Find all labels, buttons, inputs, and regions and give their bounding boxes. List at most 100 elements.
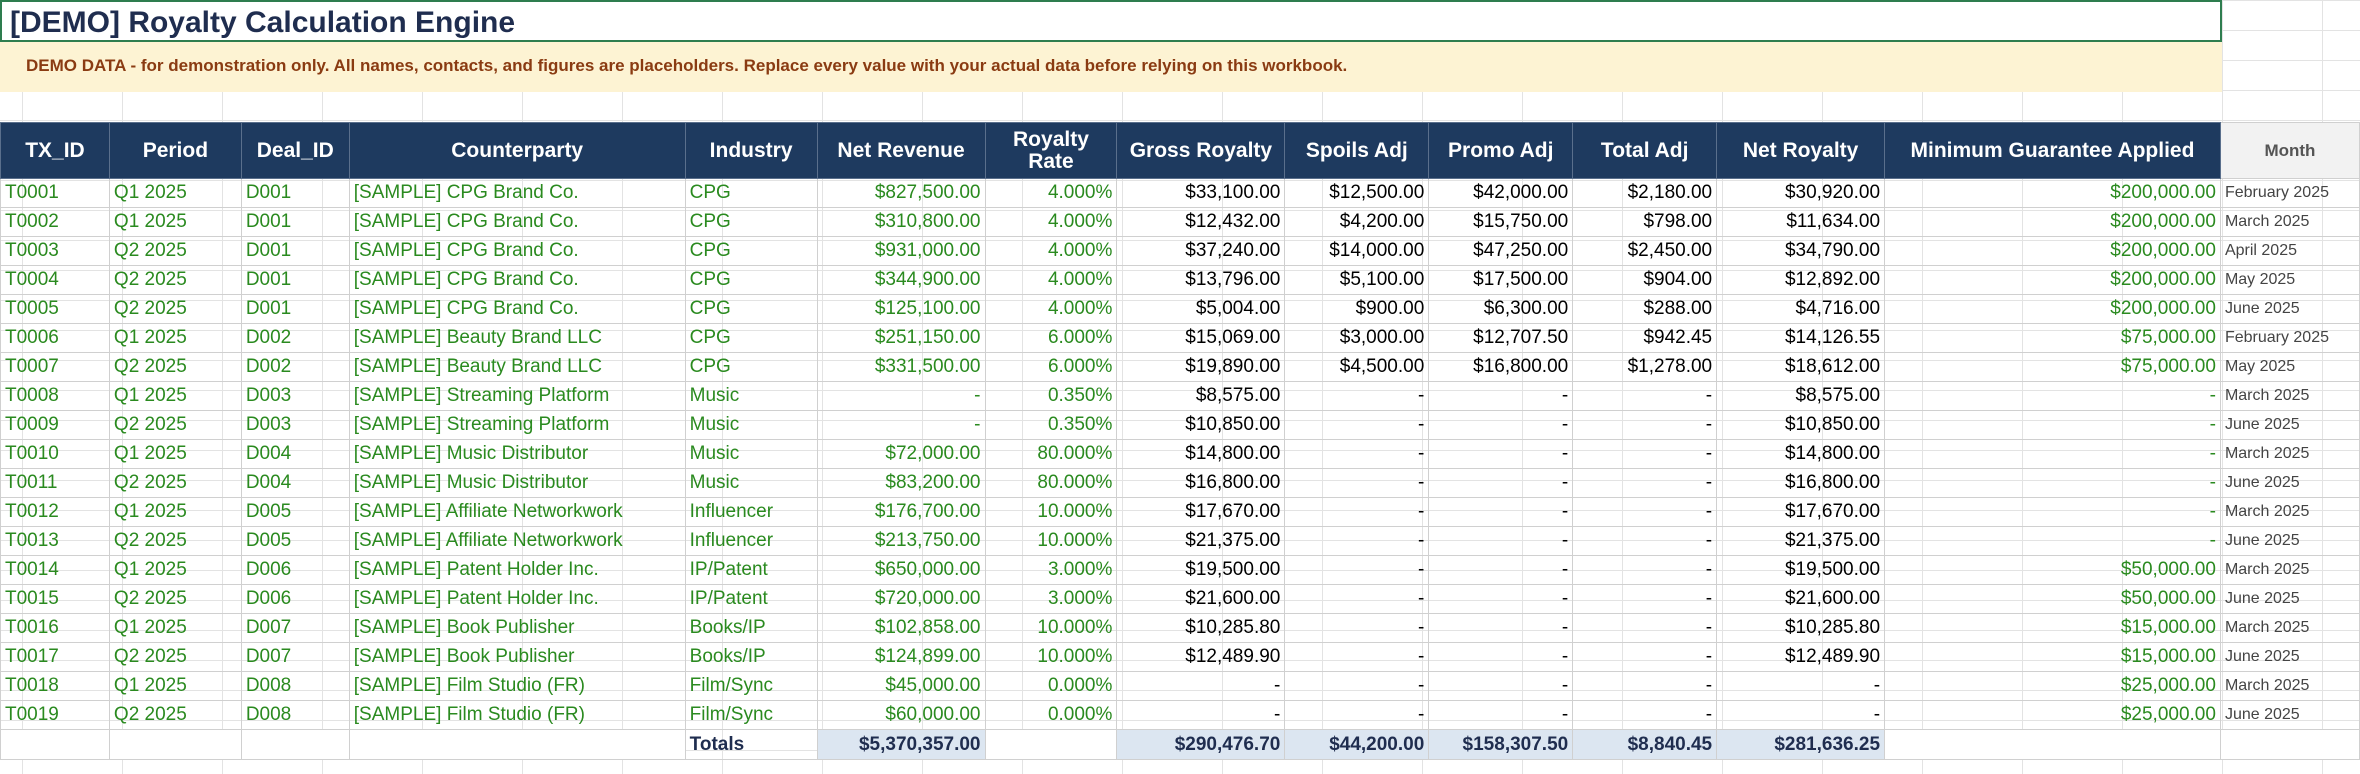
- cell-min-guarantee[interactable]: $200,000.00: [1884, 265, 2221, 295]
- cell-month[interactable]: March 2025: [2219, 613, 2360, 643]
- cell-tx-id[interactable]: T0018: [0, 671, 110, 701]
- cell-royalty-rate[interactable]: 4.000%: [984, 265, 1118, 295]
- cell-net-revenue[interactable]: $83,200.00: [816, 468, 986, 498]
- cell-total-adj[interactable]: -: [1572, 410, 1718, 440]
- cell-net-revenue[interactable]: $344,900.00: [816, 265, 986, 295]
- totals-label[interactable]: Totals: [684, 729, 818, 760]
- cell-promo-adj[interactable]: -: [1428, 381, 1574, 411]
- cell-promo-adj[interactable]: $16,800.00: [1428, 352, 1574, 382]
- cell-period[interactable]: Q2 2025: [108, 526, 242, 556]
- cell-deal-id[interactable]: D001: [240, 265, 350, 295]
- cell-industry[interactable]: Influencer: [684, 497, 818, 527]
- cell-counterparty[interactable]: [SAMPLE] Film Studio (FR): [348, 700, 686, 730]
- cell-gross-royalty[interactable]: $13,796.00: [1116, 265, 1286, 295]
- cell-counterparty[interactable]: [SAMPLE] Patent Holder Inc.: [348, 555, 686, 585]
- cell-spoils-adj[interactable]: -: [1284, 700, 1430, 730]
- cell-period[interactable]: Q2 2025: [108, 468, 242, 498]
- totals-empty-cell[interactable]: [2219, 729, 2360, 760]
- cell-spoils-adj[interactable]: $12,500.00: [1284, 178, 1430, 208]
- totals-gross-royalty[interactable]: $290,476.70: [1116, 729, 1286, 760]
- cell-period[interactable]: Q1 2025: [108, 671, 242, 701]
- cell-gross-royalty[interactable]: $21,600.00: [1116, 584, 1286, 614]
- cell-period[interactable]: Q2 2025: [108, 236, 242, 266]
- cell-tx-id[interactable]: T0016: [0, 613, 110, 643]
- cell-net-royalty[interactable]: $19,500.00: [1716, 555, 1886, 585]
- cell-deal-id[interactable]: D003: [240, 410, 350, 440]
- header-period[interactable]: Period: [108, 122, 242, 179]
- cell-gross-royalty[interactable]: $17,670.00: [1116, 497, 1286, 527]
- cell-month[interactable]: March 2025: [2219, 207, 2360, 237]
- cell-net-revenue[interactable]: $310,800.00: [816, 207, 986, 237]
- cell-industry[interactable]: Influencer: [684, 526, 818, 556]
- cell-royalty-rate[interactable]: 10.000%: [984, 497, 1118, 527]
- cell-total-adj[interactable]: $904.00: [1572, 265, 1718, 295]
- cell-net-royalty[interactable]: $4,716.00: [1716, 294, 1886, 324]
- cell-royalty-rate[interactable]: 3.000%: [984, 555, 1118, 585]
- cell-total-adj[interactable]: -: [1572, 439, 1718, 469]
- cell-month[interactable]: May 2025: [2219, 352, 2360, 382]
- cell-deal-id[interactable]: D001: [240, 236, 350, 266]
- cell-month[interactable]: March 2025: [2219, 497, 2360, 527]
- cell-promo-adj[interactable]: $6,300.00: [1428, 294, 1574, 324]
- cell-deal-id[interactable]: D004: [240, 468, 350, 498]
- cell-spoils-adj[interactable]: $5,100.00: [1284, 265, 1430, 295]
- cell-counterparty[interactable]: [SAMPLE] Streaming Platform: [348, 381, 686, 411]
- cell-tx-id[interactable]: T0011: [0, 468, 110, 498]
- cell-deal-id[interactable]: D005: [240, 497, 350, 527]
- cell-counterparty[interactable]: [SAMPLE] Affiliate Networkwork: [348, 526, 686, 556]
- cell-tx-id[interactable]: T0005: [0, 294, 110, 324]
- cell-counterparty[interactable]: [SAMPLE] Music Distributor: [348, 439, 686, 469]
- cell-deal-id[interactable]: D001: [240, 294, 350, 324]
- cell-month[interactable]: March 2025: [2219, 439, 2360, 469]
- cell-promo-adj[interactable]: $15,750.00: [1428, 207, 1574, 237]
- cell-period[interactable]: Q2 2025: [108, 642, 242, 672]
- cell-counterparty[interactable]: [SAMPLE] Streaming Platform: [348, 410, 686, 440]
- totals-total-adj[interactable]: $8,840.45: [1572, 729, 1718, 760]
- cell-tx-id[interactable]: T0009: [0, 410, 110, 440]
- cell-spoils-adj[interactable]: -: [1284, 613, 1430, 643]
- cell-promo-adj[interactable]: -: [1428, 555, 1574, 585]
- cell-promo-adj[interactable]: -: [1428, 468, 1574, 498]
- cell-month[interactable]: June 2025: [2219, 700, 2360, 730]
- cell-tx-id[interactable]: T0015: [0, 584, 110, 614]
- cell-gross-royalty[interactable]: $10,850.00: [1116, 410, 1286, 440]
- cell-industry[interactable]: CPG: [684, 236, 818, 266]
- cell-industry[interactable]: Books/IP: [684, 613, 818, 643]
- cell-promo-adj[interactable]: $17,500.00: [1428, 265, 1574, 295]
- cell-month[interactable]: April 2025: [2219, 236, 2360, 266]
- cell-tx-id[interactable]: T0017: [0, 642, 110, 672]
- cell-net-royalty[interactable]: $21,375.00: [1716, 526, 1886, 556]
- cell-net-revenue[interactable]: $931,000.00: [816, 236, 986, 266]
- cell-net-royalty[interactable]: $17,670.00: [1716, 497, 1886, 527]
- cell-total-adj[interactable]: -: [1572, 468, 1718, 498]
- cell-min-guarantee[interactable]: -: [1884, 381, 2221, 411]
- cell-net-revenue[interactable]: $102,858.00: [816, 613, 986, 643]
- cell-deal-id[interactable]: D005: [240, 526, 350, 556]
- cell-royalty-rate[interactable]: 6.000%: [984, 323, 1118, 353]
- cell-royalty-rate[interactable]: 3.000%: [984, 584, 1118, 614]
- cell-deal-id[interactable]: D007: [240, 642, 350, 672]
- cell-promo-adj[interactable]: -: [1428, 526, 1574, 556]
- cell-deal-id[interactable]: D001: [240, 178, 350, 208]
- cell-gross-royalty[interactable]: $37,240.00: [1116, 236, 1286, 266]
- cell-industry[interactable]: CPG: [684, 352, 818, 382]
- cell-min-guarantee[interactable]: $75,000.00: [1884, 323, 2221, 353]
- cell-industry[interactable]: CPG: [684, 178, 818, 208]
- cell-min-guarantee[interactable]: -: [1884, 526, 2221, 556]
- cell-industry[interactable]: CPG: [684, 323, 818, 353]
- cell-min-guarantee[interactable]: $75,000.00: [1884, 352, 2221, 382]
- cell-tx-id[interactable]: T0001: [0, 178, 110, 208]
- cell-counterparty[interactable]: [SAMPLE] CPG Brand Co.: [348, 294, 686, 324]
- cell-industry[interactable]: Music: [684, 468, 818, 498]
- cell-royalty-rate[interactable]: 0.350%: [984, 410, 1118, 440]
- cell-counterparty[interactable]: [SAMPLE] CPG Brand Co.: [348, 265, 686, 295]
- cell-net-royalty[interactable]: -: [1716, 671, 1886, 701]
- cell-spoils-adj[interactable]: $4,200.00: [1284, 207, 1430, 237]
- totals-net-revenue[interactable]: $5,370,357.00: [816, 729, 986, 760]
- cell-gross-royalty[interactable]: $8,575.00: [1116, 381, 1286, 411]
- cell-total-adj[interactable]: $2,180.00: [1572, 178, 1718, 208]
- cell-net-revenue[interactable]: $60,000.00: [816, 700, 986, 730]
- cell-period[interactable]: Q1 2025: [108, 497, 242, 527]
- cell-period[interactable]: Q1 2025: [108, 555, 242, 585]
- header-month[interactable]: Month: [2219, 122, 2360, 179]
